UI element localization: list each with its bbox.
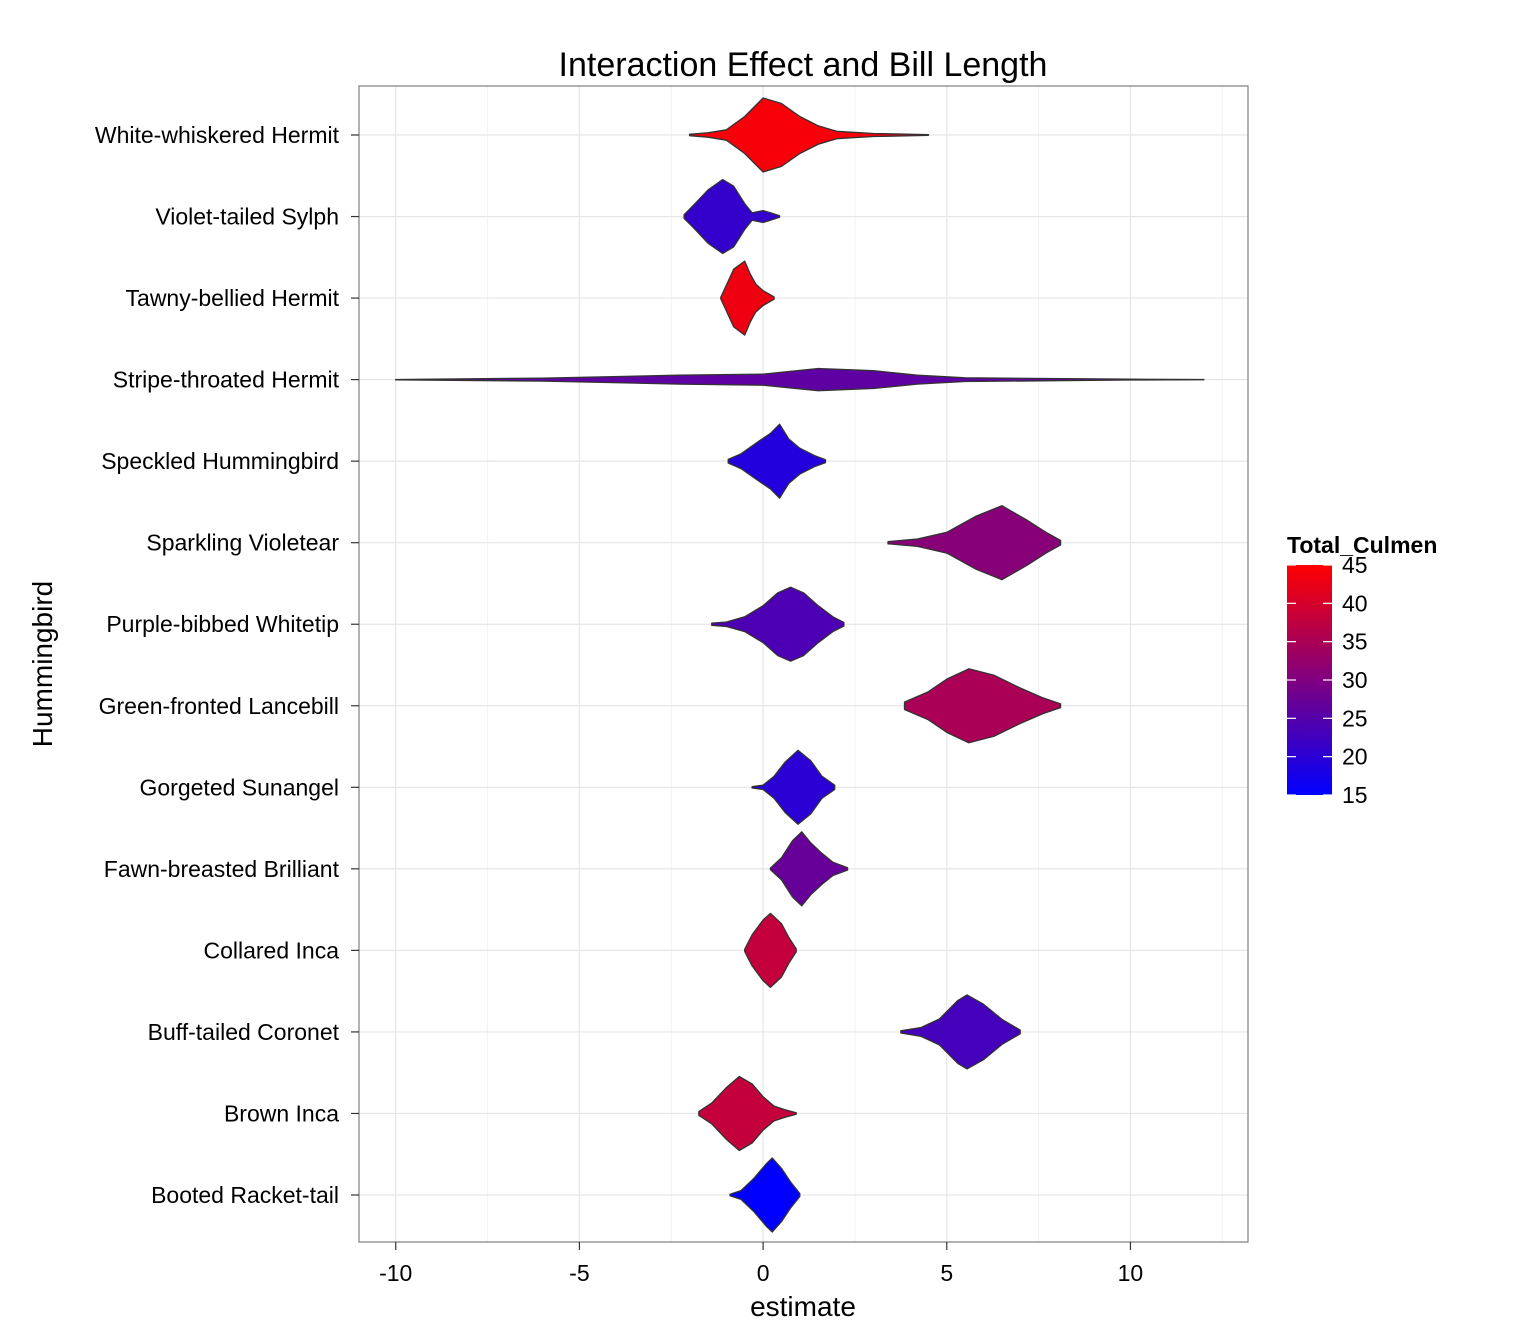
- x-tick-label: 0: [757, 1260, 770, 1286]
- minor-gridlines: [487, 86, 1223, 1242]
- x-tick-label: -10: [379, 1260, 412, 1286]
- x-tick-label: 5: [940, 1260, 953, 1286]
- legend-tick-label: 30: [1342, 667, 1368, 693]
- violin-fawn-breasted-brilliant: [769, 831, 849, 907]
- y-tick-label: White-whiskered Hermit: [95, 122, 340, 148]
- legend-tick-label: 25: [1342, 705, 1368, 731]
- y-tick-label: Purple-bibbed Whitetip: [106, 611, 339, 637]
- legend-tick-label: 40: [1342, 590, 1368, 616]
- y-tick-label: Brown Inca: [224, 1100, 339, 1126]
- color-legend: Total_Culmen 15 20 25 30 35 40 45: [1287, 532, 1437, 808]
- y-tick-label: Speckled Hummingbird: [101, 448, 339, 474]
- violin-white-whiskered-hermit: [688, 97, 930, 173]
- violin-sparkling-violetear: [887, 505, 1062, 581]
- legend-tick-label: 45: [1342, 552, 1368, 578]
- violin-green-fronted-lancebill: [903, 668, 1062, 744]
- legend-tick-label: 20: [1342, 744, 1368, 770]
- x-axis: -10 -5 0 5 10: [379, 1242, 1143, 1286]
- legend-title: Total_Culmen: [1287, 532, 1437, 558]
- y-tick-label: Booted Racket-tail: [151, 1182, 339, 1208]
- violin-purple-bibbed-whitetip: [711, 586, 845, 662]
- chart-title: Interaction Effect and Bill Length: [559, 46, 1048, 84]
- violin-brown-inca: [698, 1075, 797, 1152]
- violin-buff-tailed-coronet: [900, 994, 1021, 1070]
- panel-background: [359, 86, 1248, 1242]
- violin-gorgeted-sunangel: [751, 749, 836, 825]
- y-axis-title: Hummingbird: [27, 581, 58, 748]
- violin-stripe-throated-hermit: [395, 367, 1205, 392]
- y-tick-label: Violet-tailed Sylph: [155, 204, 339, 230]
- violins: [395, 97, 1205, 1233]
- y-tick-label: Sparkling Violetear: [146, 530, 339, 556]
- x-tick-label: 10: [1118, 1260, 1144, 1286]
- y-tick-label: Buff-tailed Coronet: [148, 1019, 340, 1045]
- panel-border: [358, 85, 1249, 1243]
- legend-ticks: 15 20 25 30 35 40 45: [1287, 552, 1368, 808]
- y-tick-label: Tawny-bellied Hermit: [126, 285, 340, 311]
- y-tick-label: Green-fronted Lancebill: [99, 693, 339, 719]
- legend-tick-label: 15: [1342, 782, 1368, 808]
- y-axis: White-whiskered Hermit Violet-tailed Sylp…: [95, 122, 359, 1208]
- y-tick-label: Gorgeted Sunangel: [140, 774, 340, 800]
- y-tick-label: Fawn-breasted Brilliant: [104, 856, 340, 882]
- violin-booted-racket-tail: [729, 1157, 801, 1233]
- y-tick-label: Stripe-throated Hermit: [113, 367, 340, 393]
- violin-collared-inca: [744, 912, 797, 989]
- legend-tick-label: 35: [1342, 629, 1368, 655]
- violin-tawny-bellied-hermit: [720, 260, 775, 336]
- x-tick-label: -5: [569, 1260, 589, 1286]
- y-tick-label: Collared Inca: [203, 937, 339, 963]
- violin-violet-tailed-sylph: [683, 178, 781, 255]
- x-axis-title: estimate: [750, 1291, 856, 1322]
- violin-speckled-hummingbird: [727, 423, 827, 499]
